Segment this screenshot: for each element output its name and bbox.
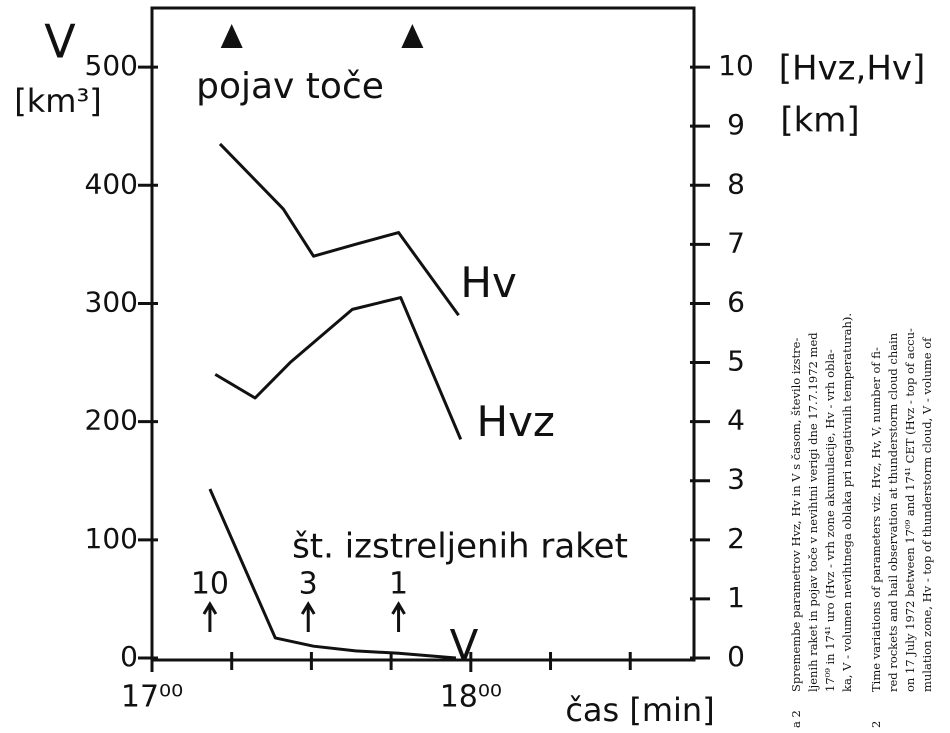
y-label: V: [44, 15, 76, 69]
y2-tick-label: 2: [727, 522, 745, 555]
y-tick-label: 400: [85, 167, 138, 200]
y2-label-unit: [km]: [780, 101, 859, 141]
y-tick-label: 300: [85, 285, 138, 318]
rocket-count: 1: [389, 567, 408, 602]
hail-label: pojav toče: [196, 66, 384, 107]
caption-line: red rockets and hail observation at thun…: [886, 332, 900, 692]
y2-tick-label: 3: [727, 463, 745, 496]
caption-line: Spremembe parametrov Hvz, Hv in V s časo…: [789, 338, 803, 692]
x-label: čas [min]: [565, 691, 714, 729]
series-line: [214, 296, 463, 440]
y-tick-label: 0: [120, 640, 138, 673]
caption-line: ljenih raket in pojav toče v nevihtni ve…: [806, 332, 820, 692]
plot-frame: [150, 6, 696, 662]
y2-tick-label: 4: [727, 404, 745, 437]
y2-tick-label: 6: [727, 285, 745, 318]
caption-number: 2: [869, 721, 883, 728]
y2-tick-label: 7: [727, 226, 745, 259]
y2-tick-label: 10: [718, 49, 754, 82]
y2-label: [Hvz,Hv]: [779, 49, 926, 89]
y-tick-label: 500: [85, 49, 138, 82]
series-label: Hv: [460, 258, 516, 307]
y-tick-label: 100: [85, 522, 138, 555]
caption: 2 Time variations of parameters viz. Hvz,…: [869, 328, 934, 728]
y-label-unit: [km³]: [14, 82, 102, 120]
caption: a 2 Spremembe parametrov Hvz, Hv in V s č…: [789, 313, 854, 728]
caption-line: on 17 July 1972 between 17⁰⁹ and 17⁴¹ CE…: [903, 328, 917, 692]
series-line: [218, 142, 460, 317]
rocket-count: 3: [299, 567, 318, 602]
rocket-arrow: [202, 601, 218, 632]
x-tick-label: 17⁰⁰: [121, 680, 183, 715]
series-label: Hvz: [476, 397, 554, 446]
rocket-count: 10: [191, 567, 229, 602]
y2-tick-label: 1: [727, 581, 745, 614]
rocket-arrow: [391, 601, 406, 632]
y2-tick-label: 0: [727, 640, 745, 673]
rocket-arrow: [300, 601, 316, 632]
series-line: [208, 488, 457, 660]
caption-line: 17⁰⁹ in 17⁴¹ uro (Hvz - vrh zone akumula…: [823, 349, 837, 692]
hail-marker: [220, 24, 243, 48]
caption-line: ka, V - volumen nevihtnega oblaka pri ne…: [840, 313, 854, 692]
y2-tick-label: 8: [727, 167, 745, 200]
rockets-label: št. izstreljenih raket: [292, 527, 628, 567]
series-label: V: [450, 621, 479, 670]
caption-line: mulation zone, Hv - top of thunderstorm …: [920, 337, 934, 692]
hail-marker: [401, 24, 424, 48]
caption-line: Time variations of parameters viz. Hvz, …: [869, 347, 883, 692]
y-tick-label: 200: [85, 404, 138, 437]
x-tick-label: 18⁰⁰: [440, 680, 502, 715]
y2-tick-label: 5: [727, 345, 745, 378]
y2-tick-label: 9: [727, 108, 745, 141]
caption-number: a 2: [789, 710, 803, 728]
